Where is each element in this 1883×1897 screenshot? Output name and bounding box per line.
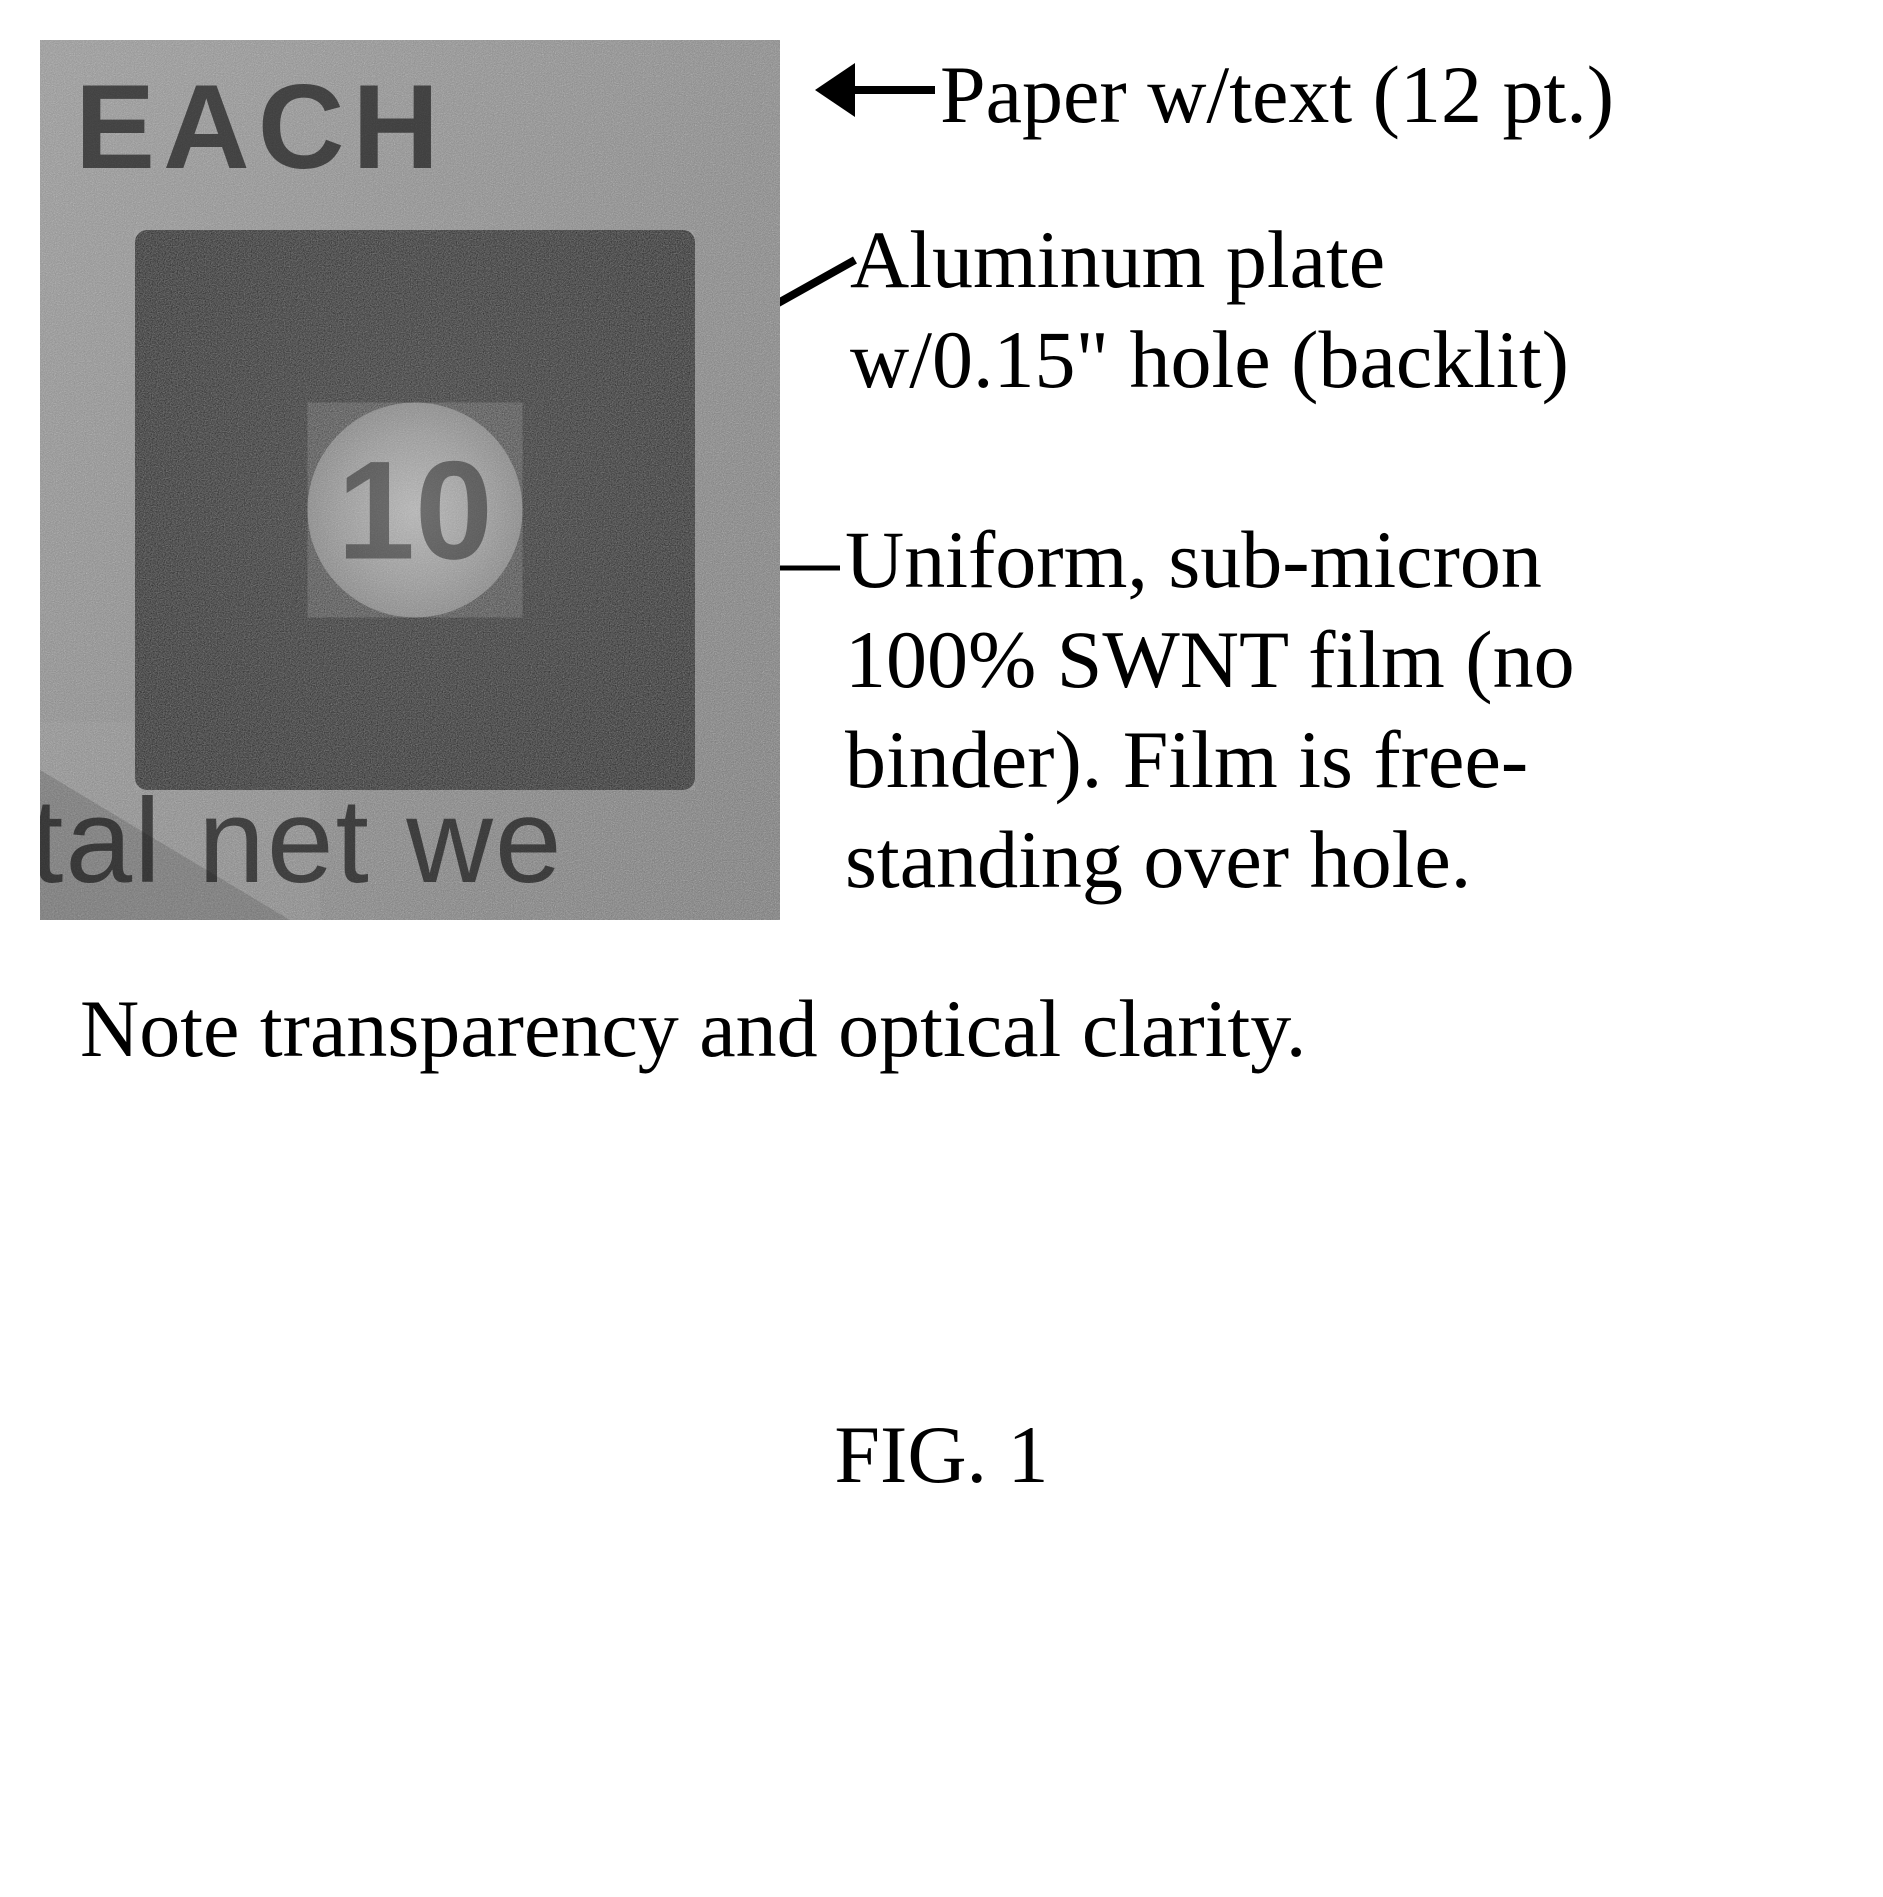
annotation-3-line1: Uniform, sub-micron <box>845 514 1542 605</box>
annotations-column: Paper w/text (12 pt.) Aluminum plate w/0… <box>810 40 1843 910</box>
annotation-1: Paper w/text (12 pt.) <box>810 45 1843 145</box>
annotation-1-text: Paper w/text (12 pt.) <box>940 45 1614 145</box>
annotation-3-line4: standing over hole. <box>845 814 1471 905</box>
annotation-2: Aluminum plate w/0.15" hole (backlit) <box>810 210 1843 410</box>
annotation-2-line2: w/0.15" hole (backlit) <box>850 314 1569 405</box>
swnt-film-circle: 10 <box>308 403 523 618</box>
annotation-3-line3: binder). Film is free- <box>845 714 1528 805</box>
figure-label: FIG. 1 <box>834 1408 1048 1502</box>
figure-container: EACH tal net we <box>40 40 1843 1502</box>
annotation-3-text: Uniform, sub-micron 100% SWNT film (no b… <box>845 510 1575 910</box>
arrow-icon <box>810 45 940 135</box>
film-number-text: 10 <box>337 429 493 591</box>
paper-text-bottom: tal net we <box>40 772 564 910</box>
annotation-3: Uniform, sub-micron 100% SWNT film (no b… <box>810 510 1843 910</box>
paper-background: EACH tal net we <box>40 40 780 920</box>
aluminum-plate: 10 <box>135 230 695 790</box>
annotation-3-line2: 100% SWNT film (no <box>845 614 1575 705</box>
top-section: EACH tal net we <box>40 40 1843 920</box>
paper-text-top: EACH <box>75 58 447 196</box>
sample-image: EACH tal net we <box>40 40 780 920</box>
annotation-2-line1: Aluminum plate <box>850 214 1385 305</box>
annotation-2-text: Aluminum plate w/0.15" hole (backlit) <box>850 210 1569 410</box>
caption-note: Note transparency and optical clarity. <box>40 980 1306 1078</box>
